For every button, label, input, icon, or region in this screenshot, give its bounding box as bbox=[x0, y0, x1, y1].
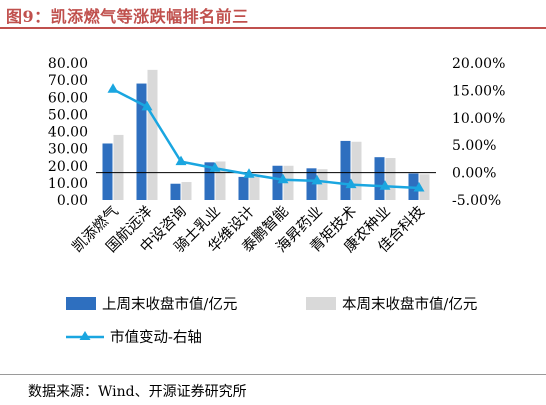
bar-prev-5 bbox=[272, 165, 283, 200]
legend: 上周末收盘市值/亿元 本周末收盘市值/亿元 市值变动-右轴 bbox=[66, 295, 477, 346]
bar-prev-2 bbox=[170, 183, 181, 200]
line-marker-4 bbox=[243, 168, 255, 178]
source-note: 数据来源：Wind、开源证券研究所 bbox=[28, 384, 247, 400]
line-series bbox=[107, 83, 425, 192]
bar-prev-3 bbox=[204, 162, 215, 200]
line-marker-1 bbox=[141, 100, 153, 111]
line-marker-9 bbox=[413, 181, 425, 192]
line-path bbox=[112, 88, 420, 190]
bar-curr-5 bbox=[283, 165, 294, 200]
right-tick-label: 5.00% bbox=[452, 138, 496, 154]
bar-prev-8 bbox=[374, 157, 385, 200]
bar-curr-0 bbox=[113, 134, 124, 200]
line-marker-2 bbox=[175, 155, 187, 166]
legend-label-curr: 本周末收盘市值/亿元 bbox=[342, 295, 477, 313]
right-tick-label: 15.00% bbox=[452, 83, 505, 99]
legend-swatch-curr bbox=[306, 297, 336, 310]
bar-prev-4 bbox=[238, 176, 249, 200]
chart-title: 图9：凯添燃气等涨跌幅排名前三 bbox=[6, 7, 249, 26]
right-tick-label: 10.00% bbox=[452, 111, 505, 127]
bar-curr-1 bbox=[147, 69, 158, 200]
line-marker-8 bbox=[379, 180, 391, 190]
bars bbox=[102, 69, 430, 200]
bar-prev-0 bbox=[102, 143, 113, 200]
right-tick-label: 0.00% bbox=[452, 166, 496, 182]
left-tick-label: 20.00 bbox=[48, 159, 88, 175]
bar-curr-8 bbox=[385, 158, 396, 200]
bar-prev-6 bbox=[306, 168, 317, 200]
left-tick-label: 0.00 bbox=[57, 193, 88, 209]
left-tick-label: 40.00 bbox=[48, 125, 88, 141]
bar-curr-9 bbox=[419, 174, 430, 200]
line-marker-6 bbox=[311, 174, 323, 185]
title-rule bbox=[0, 27, 546, 29]
legend-label-prev: 上周末收盘市值/亿元 bbox=[102, 295, 237, 313]
left-tick-label: 60.00 bbox=[48, 90, 88, 106]
right-tick-label: -5.00% bbox=[452, 193, 501, 209]
left-tick-label: 70.00 bbox=[48, 73, 88, 89]
bar-curr-3 bbox=[215, 161, 226, 200]
left-tick-label: 10.00 bbox=[48, 176, 88, 192]
legend-marker-line bbox=[79, 331, 91, 340]
line-marker-0 bbox=[107, 83, 119, 93]
line-marker-7 bbox=[345, 178, 357, 189]
left-tick-label: 30.00 bbox=[48, 142, 88, 158]
left-tick-label: 80.00 bbox=[48, 56, 88, 72]
bar-curr-4 bbox=[249, 176, 260, 200]
line-marker-3 bbox=[209, 162, 221, 172]
bar-prev-7 bbox=[340, 140, 351, 200]
legend-swatch-prev bbox=[66, 297, 96, 310]
right-axis-ticks: -5.00% 0.00% 5.00% 10.00% 15.00% 20.00% bbox=[452, 56, 505, 209]
bar-curr-7 bbox=[351, 141, 362, 200]
bar-prev-1 bbox=[136, 83, 147, 200]
left-tick-label: 50.00 bbox=[48, 107, 88, 123]
bar-curr-2 bbox=[181, 182, 192, 200]
bar-curr-6 bbox=[317, 169, 328, 200]
line-marker-5 bbox=[277, 173, 289, 184]
bottom-rule bbox=[0, 374, 546, 375]
right-tick-label: 20.00% bbox=[452, 56, 505, 72]
legend-label-line: 市值变动-右轴 bbox=[110, 329, 202, 346]
